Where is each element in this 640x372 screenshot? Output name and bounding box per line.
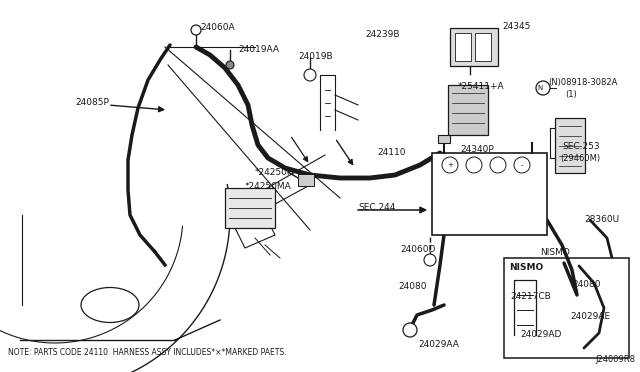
Circle shape (403, 323, 417, 337)
Text: 24080: 24080 (398, 282, 426, 291)
Text: 24239B: 24239B (365, 30, 399, 39)
Circle shape (514, 157, 530, 173)
Text: 24217CB: 24217CB (510, 292, 551, 301)
Text: 28360U: 28360U (584, 215, 619, 224)
Text: 24060A: 24060A (200, 23, 235, 32)
Bar (225, 188, 275, 228)
Text: NISMO: NISMO (540, 248, 570, 257)
Bar (455, 33, 471, 61)
Bar (555, 118, 585, 173)
Text: 24029AE: 24029AE (570, 312, 610, 321)
Circle shape (536, 81, 550, 95)
Circle shape (442, 157, 458, 173)
Text: *25411+A: *25411+A (458, 82, 504, 91)
Text: 24029AD: 24029AD (520, 330, 561, 339)
Bar (450, 28, 498, 66)
Text: (1): (1) (565, 90, 577, 99)
Text: NISMO: NISMO (509, 263, 543, 272)
Text: J24009R8: J24009R8 (595, 355, 635, 364)
Circle shape (490, 157, 506, 173)
Bar (504, 258, 629, 358)
Text: 24345: 24345 (502, 22, 531, 31)
Text: SEC.253: SEC.253 (562, 142, 600, 151)
Text: (N)08918-3082A: (N)08918-3082A (548, 78, 618, 87)
Text: SEC.244: SEC.244 (358, 203, 396, 212)
Circle shape (304, 69, 316, 81)
Text: 24019AA: 24019AA (238, 45, 279, 54)
Bar (298, 174, 314, 186)
Text: *24250MA: *24250MA (245, 182, 292, 191)
Text: 24029AA: 24029AA (418, 340, 459, 349)
Circle shape (226, 61, 234, 69)
Bar (448, 85, 488, 135)
Text: 24340P: 24340P (460, 145, 493, 154)
Bar (432, 153, 547, 235)
Text: 24019B: 24019B (298, 52, 333, 61)
Circle shape (466, 157, 482, 173)
Text: (29460M): (29460M) (560, 154, 600, 163)
Text: 24080: 24080 (572, 280, 600, 289)
Text: 24085P: 24085P (75, 98, 109, 107)
Text: 24060D: 24060D (400, 245, 435, 254)
Text: *24250H: *24250H (255, 168, 294, 177)
Text: +: + (447, 162, 453, 168)
Ellipse shape (81, 288, 139, 323)
Bar (475, 33, 491, 61)
Text: N: N (538, 85, 543, 91)
Text: NOTE: PARTS CODE 24110  HARNESS ASSY INCLUDES*×*MARKED PAETS.: NOTE: PARTS CODE 24110 HARNESS ASSY INCL… (8, 348, 287, 357)
Text: 24110: 24110 (377, 148, 406, 157)
Text: -: - (521, 162, 524, 168)
Bar (438, 135, 450, 143)
Circle shape (424, 254, 436, 266)
Circle shape (191, 25, 201, 35)
